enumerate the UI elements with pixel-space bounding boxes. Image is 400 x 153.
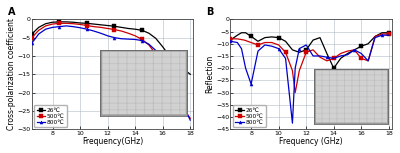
Text: B: B <box>206 7 214 17</box>
X-axis label: Frequency(GHz): Frequency(GHz) <box>82 137 143 146</box>
X-axis label: Frequency (GHz): Frequency (GHz) <box>279 137 343 146</box>
Y-axis label: Cross-polarization coefficient: Cross-polarization coefficient <box>7 18 16 130</box>
Y-axis label: Reflection: Reflection <box>206 55 214 93</box>
Text: A: A <box>8 7 15 17</box>
Legend: 26℃, 500℃, 800℃: 26℃, 500℃, 800℃ <box>34 105 67 127</box>
Legend: 26℃, 500℃, 800℃: 26℃, 500℃, 800℃ <box>233 105 266 127</box>
